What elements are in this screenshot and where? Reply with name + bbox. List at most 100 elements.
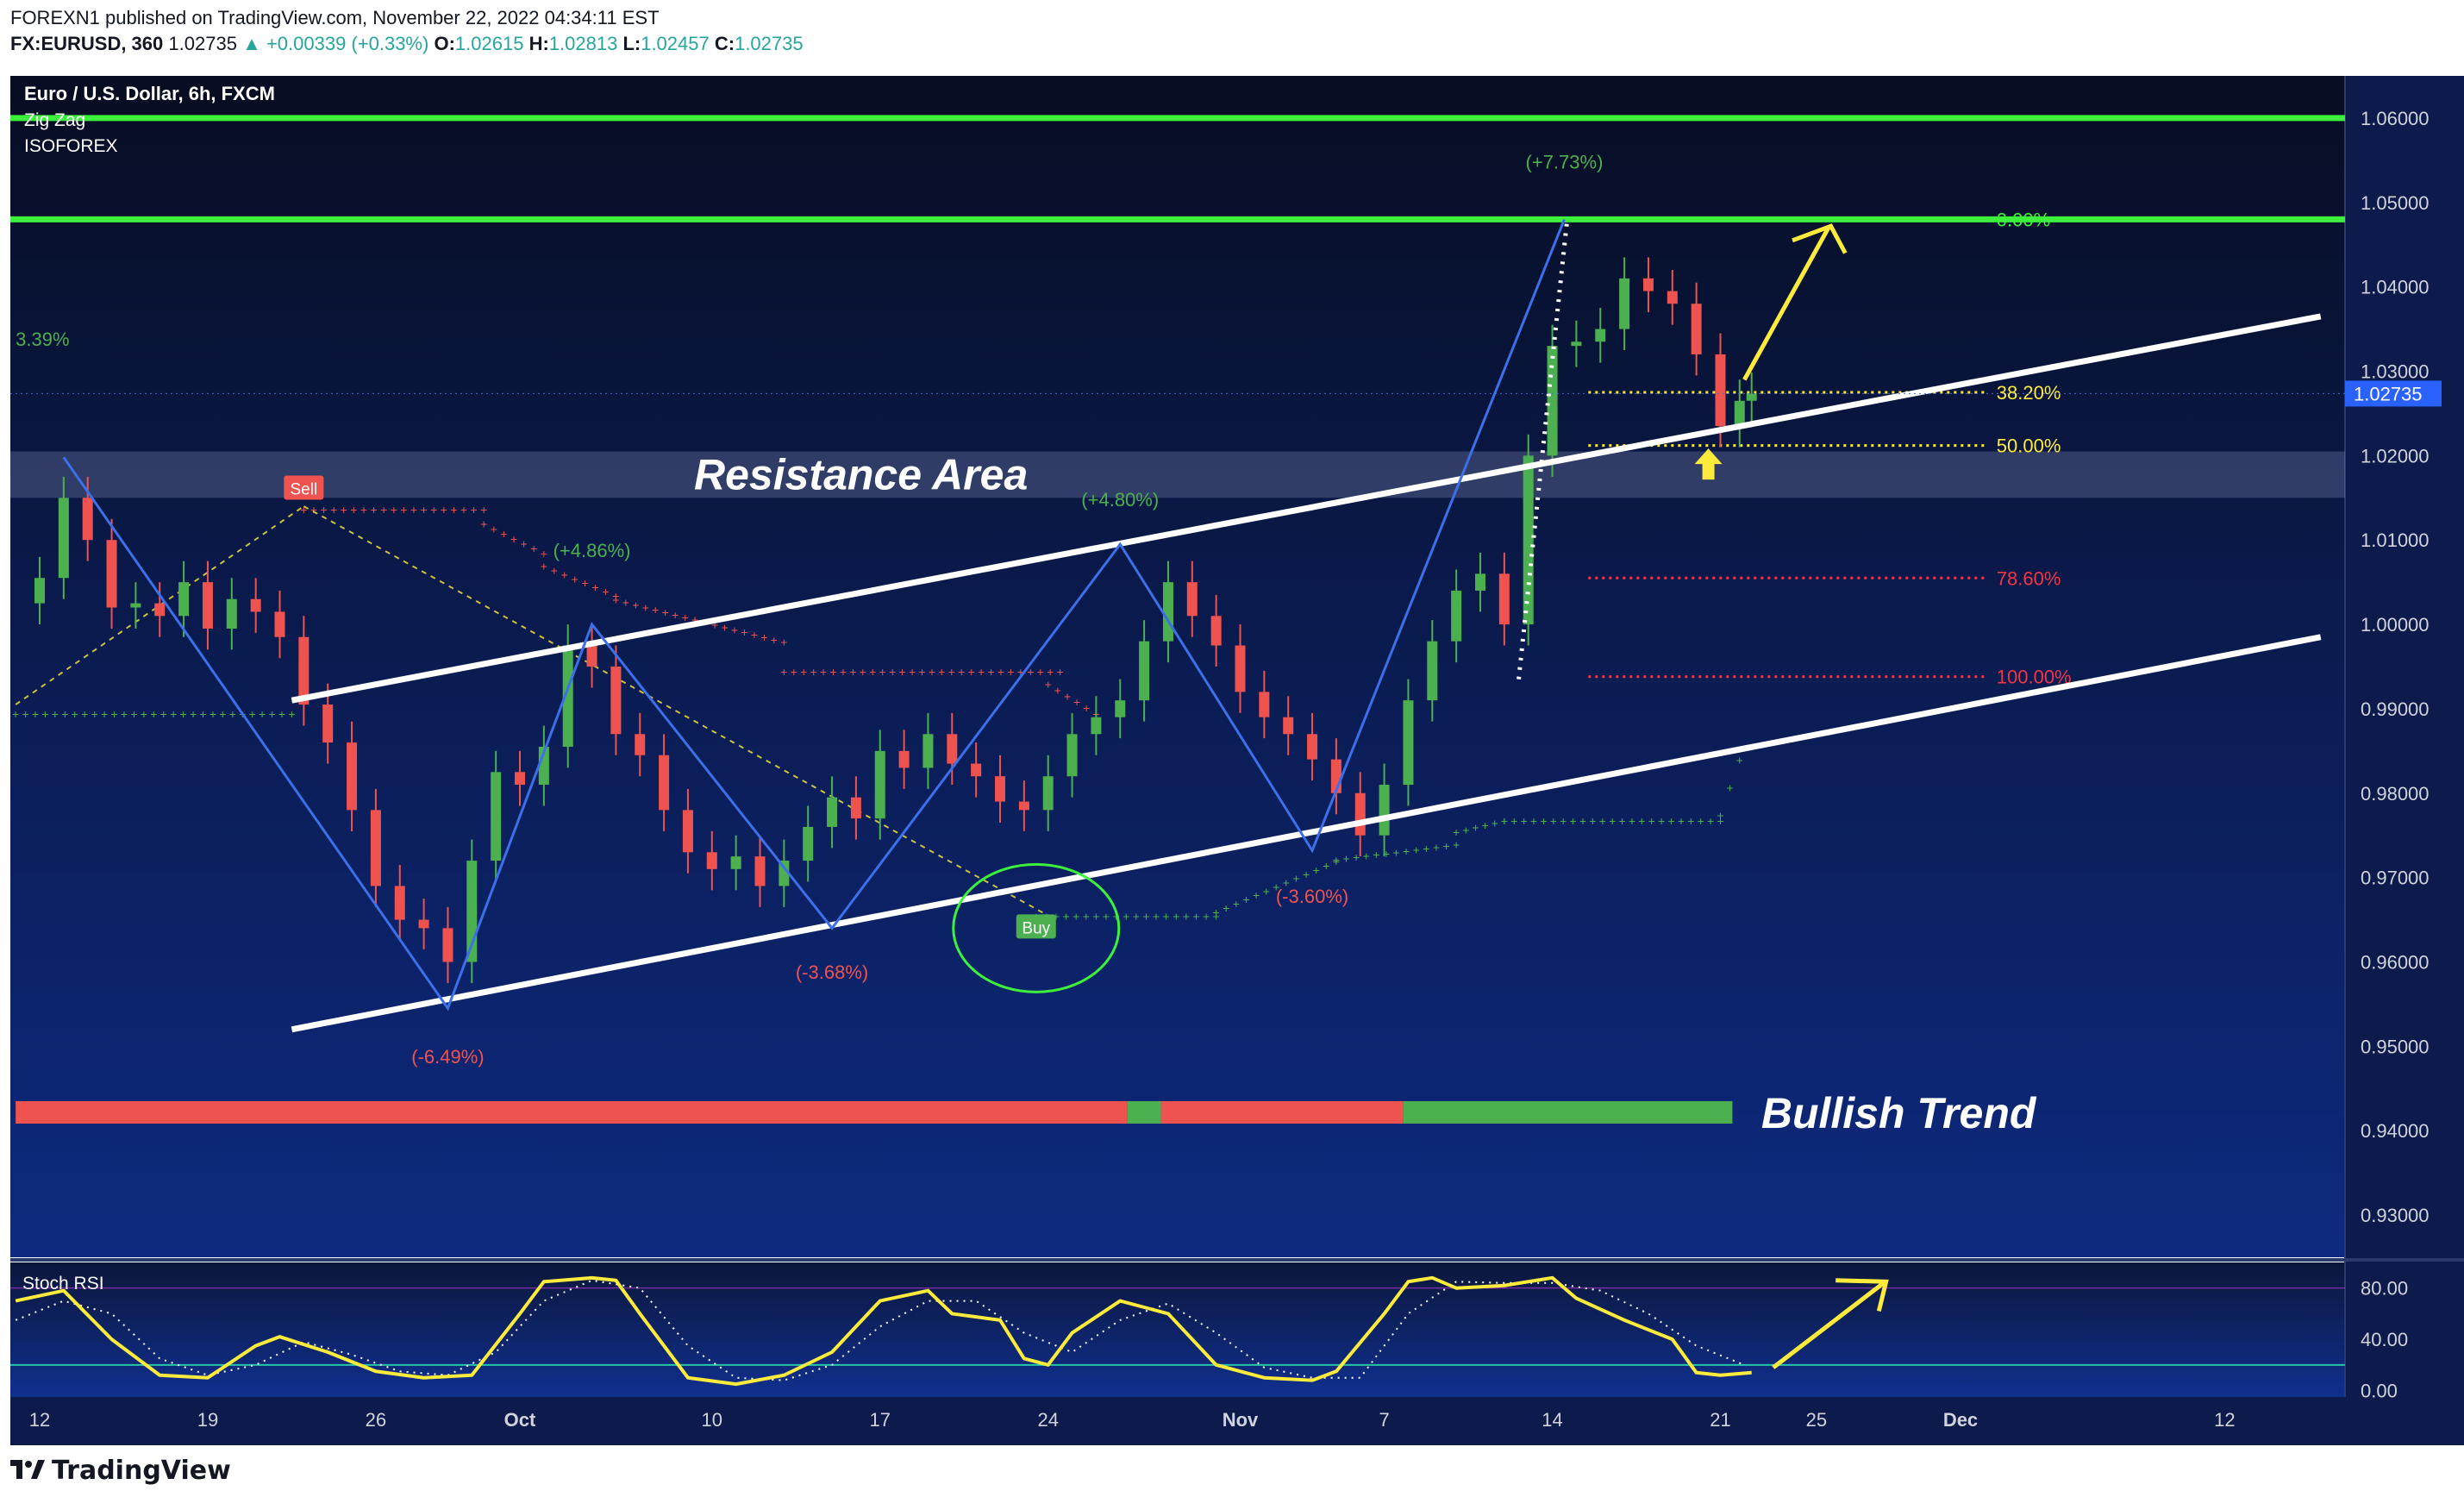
candle-body: [922, 734, 934, 768]
stop-marker-bear: +: [731, 623, 738, 636]
channel-upper-line: [291, 313, 2322, 704]
candle-body: [1475, 573, 1485, 591]
stop-marker-bull: +: [1253, 888, 1260, 902]
stop-marker-bull: +: [1648, 814, 1655, 828]
stop-marker-bull: +: [61, 707, 68, 721]
candle-body: [1186, 582, 1198, 617]
candle-body: [226, 598, 237, 629]
stop-marker-bear: +: [541, 560, 547, 573]
stop-marker-bull: +: [1283, 876, 1290, 890]
stop-marker-bear: +: [460, 503, 467, 517]
price-tick-2: 1.04000: [2361, 277, 2430, 298]
candle-body: [274, 611, 285, 637]
stop-marker-bear: +: [672, 608, 679, 622]
stop-marker-bear: +: [471, 503, 478, 517]
candle-body: [1642, 278, 1654, 291]
stop-marker-bear: +: [561, 567, 568, 581]
rsi-pane-bg: [10, 1262, 2345, 1397]
stop-marker-bull: +: [1589, 814, 1596, 828]
tradingview-logo-icon: [10, 1459, 45, 1479]
stop-marker-bear: +: [682, 611, 689, 624]
price-chart[interactable]: Resistance Area 0.00% 38.20% 50.00% 78.60% 10…: [0, 62, 2464, 1445]
zigzag-projection-1: [303, 505, 1049, 917]
candle-body: [1018, 801, 1029, 811]
high-value: 1.02813: [548, 33, 618, 54]
candle-body: [1259, 692, 1270, 717]
stop-marker-bull: +: [22, 707, 28, 721]
stop-marker-bull: +: [1303, 868, 1310, 881]
legend-title[interactable]: Euro / U.S. Dollar, 6h, FXCM: [24, 83, 275, 104]
trend-segment-0: [16, 1100, 1128, 1124]
fib-level-label-2: 50.00%: [1997, 435, 2061, 457]
candle-body: [1619, 278, 1630, 329]
candle-body: [827, 797, 838, 827]
candle-body: [82, 498, 93, 541]
time-tick-2: 26: [366, 1409, 386, 1431]
stop-marker-bull: +: [1392, 845, 1399, 859]
rsi-tick-0: 80.00: [2361, 1278, 2408, 1300]
stop-marker-bear: +: [879, 665, 886, 679]
stop-marker-bull: +: [1263, 884, 1270, 898]
stop-marker-bull: +: [190, 707, 197, 721]
symbol-label[interactable]: FX:EURUSD, 360: [10, 33, 164, 54]
last-price-tag: [2345, 380, 2442, 407]
stop-marker-bear: +: [1007, 665, 1014, 679]
high-label: H:: [528, 33, 549, 54]
stop-marker-bull: +: [199, 707, 206, 721]
stop-marker-bull: +: [1163, 910, 1170, 924]
stop-marker-bear: +: [350, 503, 357, 517]
time-tick-12: Dec: [1943, 1409, 1978, 1431]
candle-body: [803, 826, 814, 861]
stop-marker-bull: +: [1403, 844, 1410, 858]
stop-marker-bull: +: [1333, 855, 1340, 868]
stop-marker-bear: +: [1083, 701, 1090, 715]
stop-marker-bear: +: [642, 600, 649, 614]
close-value: 1.02735: [735, 33, 804, 54]
stop-marker-bull: +: [1736, 754, 1743, 767]
price-tick-9: 0.97000: [2361, 868, 2430, 889]
rsi-arrow-shaft: [1772, 1281, 1886, 1369]
price-tick-12: 0.94000: [2361, 1120, 2430, 1142]
legend-indicator-isoforex[interactable]: ISOFOREX: [24, 136, 118, 156]
stop-marker-bear: +: [391, 503, 397, 517]
stop-marker-bear: +: [1054, 683, 1061, 697]
candle-body: [130, 603, 141, 608]
price-tick-13: 0.93000: [2361, 1205, 2430, 1226]
stop-marker-bear: +: [521, 536, 528, 550]
stop-marker-bull: +: [1442, 839, 1449, 853]
candle-body: [947, 734, 958, 764]
price-tick-7: 0.99000: [2361, 698, 2430, 720]
stop-marker-bull: +: [160, 707, 167, 721]
stop-marker-bull: +: [141, 707, 147, 721]
stop-marker-bull: +: [32, 707, 39, 721]
last-price-tag-label: 1.02735: [2354, 383, 2423, 404]
stoch-rsi-label[interactable]: Stoch RSI: [22, 1274, 104, 1293]
candle-body: [1066, 734, 1078, 777]
candle-body: [1734, 400, 1745, 427]
time-axis-bg: [10, 1397, 2464, 1445]
stop-marker-bull: +: [210, 707, 216, 721]
stop-marker-bull: +: [1142, 910, 1149, 924]
stop-marker-bull: +: [101, 707, 108, 721]
candle-body: [347, 742, 358, 811]
resistance-area-zone: [10, 451, 2345, 498]
time-tick-7: Nov: [1223, 1409, 1259, 1431]
stop-marker-bull: +: [1472, 821, 1479, 835]
stop-marker-bear: +: [800, 665, 807, 679]
stop-marker-bear: +: [780, 665, 787, 679]
low-value: 1.02457: [641, 33, 710, 54]
tradingview-logo[interactable]: TradingView: [10, 1456, 231, 1486]
candle-body: [562, 645, 573, 747]
stop-marker-bear: +: [958, 665, 965, 679]
candle-body: [850, 797, 861, 819]
stop-marker-bull: +: [1638, 814, 1645, 828]
stop-marker-bear: +: [889, 665, 896, 679]
candle-body: [1354, 792, 1366, 836]
stop-marker-bull: +: [1501, 814, 1508, 828]
candle-body: [1162, 582, 1173, 642]
stop-marker-bull: +: [1599, 814, 1606, 828]
fib-anchor-line: [1517, 222, 1569, 680]
legend-indicator-zigzag[interactable]: Zig Zag: [24, 110, 85, 130]
price-tick-5: 1.01000: [2361, 529, 2430, 551]
stop-marker-bull: +: [91, 707, 98, 721]
